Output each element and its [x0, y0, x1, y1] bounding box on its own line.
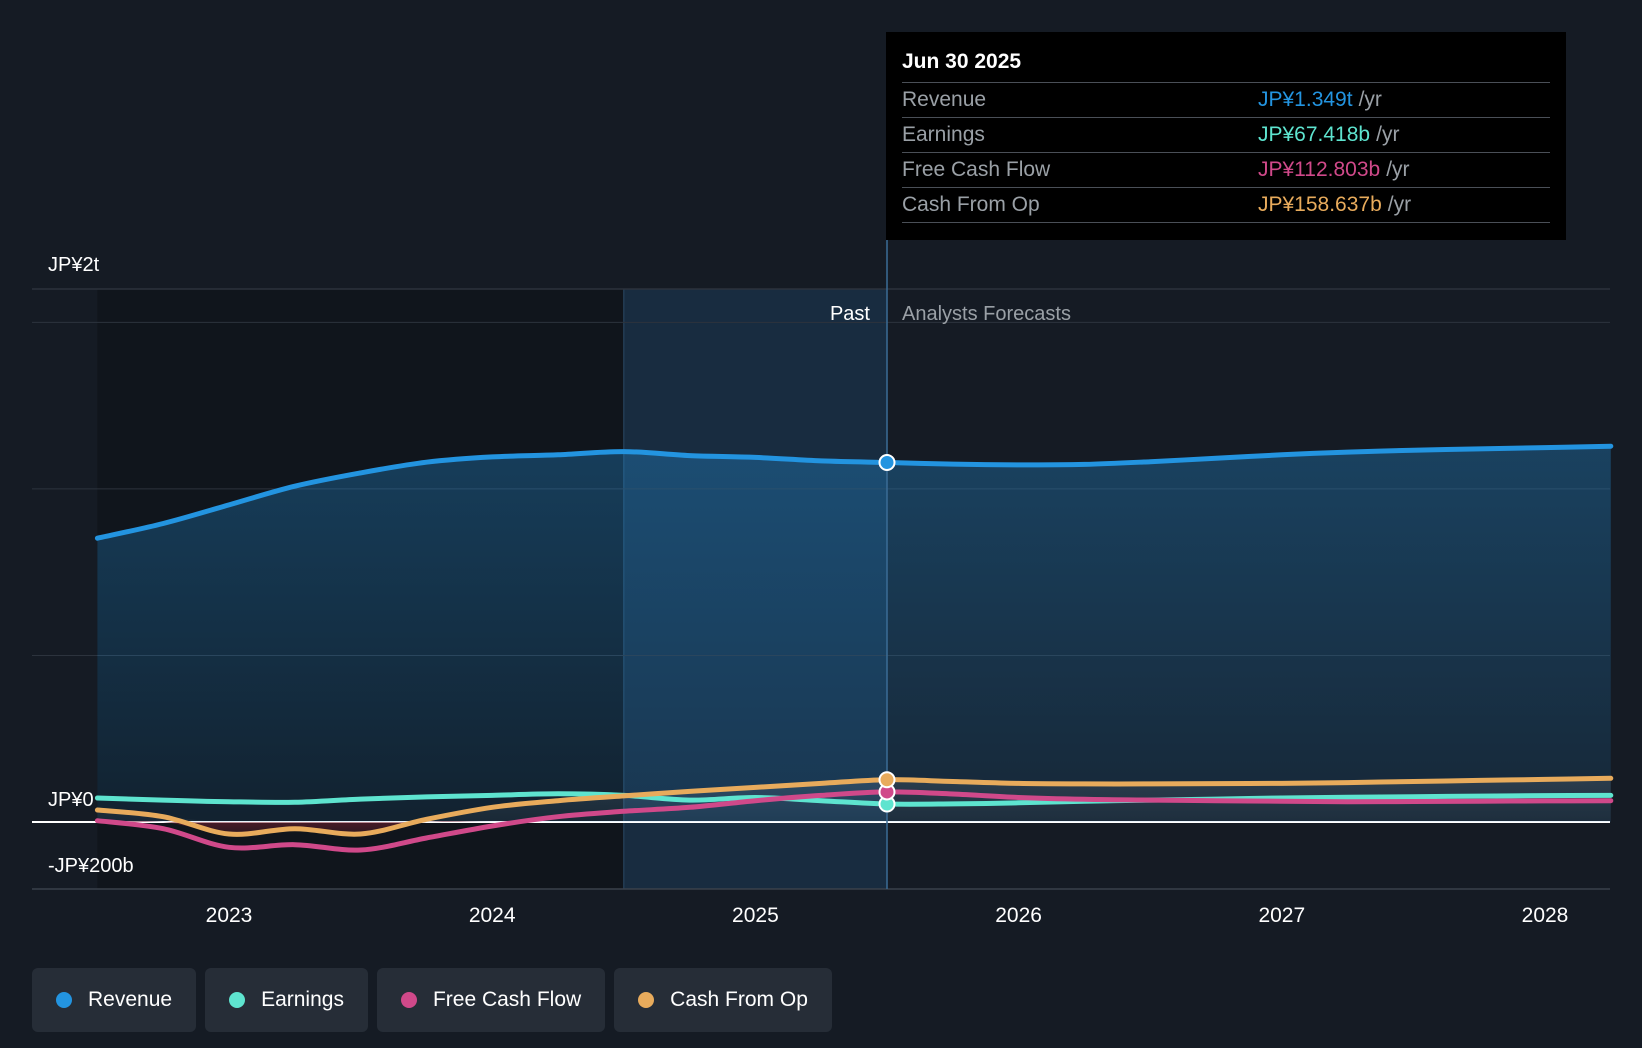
- legend-dot-icon: [400, 992, 417, 1008]
- legend: Revenue Earnings Free Cash Flow Cash Fro…: [32, 968, 832, 1032]
- x-tick-label: 2026: [995, 904, 1042, 927]
- tooltip-row-revenue: Revenue JP¥1.349t /yr: [902, 82, 1550, 117]
- cash-from-op-line: [94, 775, 1614, 837]
- legend-label: Free Cash Flow: [432, 988, 582, 1011]
- tooltip-unit: /yr: [1387, 193, 1412, 216]
- tooltip-unit: /yr: [1376, 123, 1400, 146]
- x-tick-label: 2024: [469, 904, 516, 927]
- forecast-label: Analysts Forecasts: [902, 303, 1071, 325]
- y-label-2t: JP¥2t: [48, 254, 100, 276]
- legend-item-earnings[interactable]: Earnings: [205, 968, 368, 1032]
- y-label-neg-200b: -JP¥200b: [48, 855, 134, 877]
- cash-from-op-marker: [878, 771, 896, 789]
- x-tick-label: 2027: [1258, 904, 1305, 927]
- tooltip-label: Earnings: [902, 123, 985, 146]
- x-tick-label: 2025: [732, 904, 779, 927]
- tooltip-label: Revenue: [902, 88, 987, 111]
- tooltip-date: Jun 30 2025: [902, 50, 1022, 73]
- revenue-marker: [878, 453, 896, 471]
- revenue-line: [94, 443, 1614, 541]
- legend-item-free-cash-flow[interactable]: Free Cash Flow: [376, 968, 606, 1032]
- legend-dot-icon: [638, 992, 655, 1008]
- past-label: Past: [830, 303, 870, 325]
- tooltip-row-earnings: Earnings JP¥67.418b /yr: [902, 117, 1550, 152]
- revenue-area: [97, 446, 1611, 822]
- tooltip: Jun 30 2025 Revenue JP¥1.349t /yr Earnin…: [886, 32, 1566, 240]
- legend-item-cash-from-op[interactable]: Cash From Op: [614, 968, 832, 1032]
- tooltip-label: Free Cash Flow: [902, 158, 1051, 181]
- tooltip-unit: /yr: [1358, 88, 1382, 111]
- legend-dot-icon: [56, 992, 72, 1008]
- legend-dot-icon: [229, 992, 246, 1008]
- legend-label: Revenue: [88, 988, 173, 1011]
- free-cash-flow-line: [94, 789, 1614, 853]
- earnings-line: [94, 791, 1614, 807]
- x-tick-label: 2023: [206, 904, 253, 927]
- x-tick-label: 2028: [1522, 904, 1569, 927]
- tooltip-label: Cash From Op: [902, 193, 1040, 216]
- tooltip-value: JP¥112.803b: [1258, 158, 1381, 181]
- tooltip-row-cash-from-op: Cash From Op JP¥158.637b /yr: [902, 187, 1550, 223]
- tooltip-row-free-cash-flow: Free Cash Flow JP¥112.803b /yr: [902, 152, 1550, 187]
- legend-label: Cash From Op: [670, 988, 808, 1011]
- legend-label: Earnings: [261, 988, 344, 1011]
- y-label-0: JP¥0: [48, 789, 94, 811]
- tooltip-unit: /yr: [1386, 158, 1410, 181]
- tooltip-value: JP¥158.637b: [1258, 193, 1382, 216]
- tooltip-value: JP¥67.418b: [1258, 123, 1371, 146]
- tooltip-value: JP¥1.349t: [1258, 88, 1353, 111]
- legend-item-revenue[interactable]: Revenue: [32, 968, 197, 1032]
